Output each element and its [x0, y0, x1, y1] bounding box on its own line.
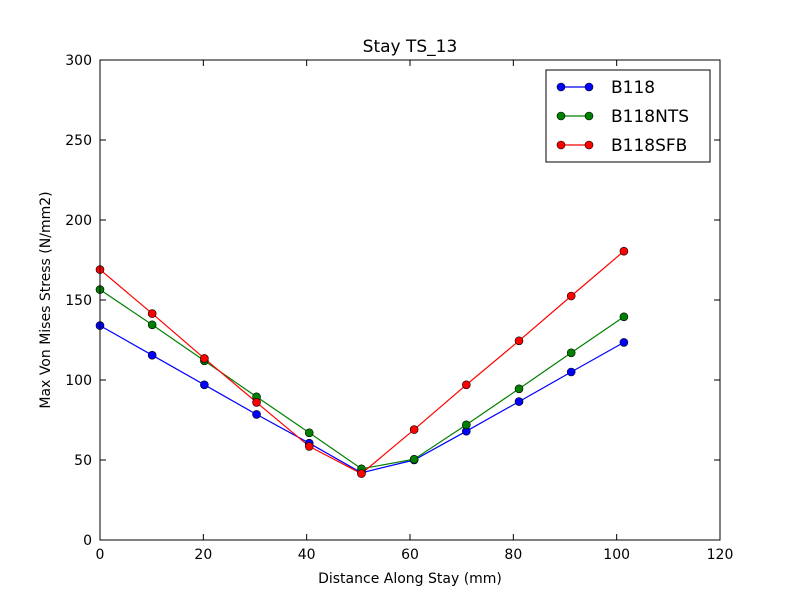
y-tick-label-3: 150 [65, 293, 92, 309]
point-B118SFB-6 [409, 425, 419, 434]
tick-labels: 0 20 40 60 80 100 120 0 50 100 150 200 250 300 [65, 53, 733, 563]
point-B118NTS-8 [514, 384, 524, 394]
point-B118-8 [514, 397, 524, 406]
point-B118SFB-4 [304, 442, 314, 451]
point-B118NTS-6 [409, 454, 419, 464]
y-tick-label-4: 200 [65, 213, 92, 229]
x-tick-label-5: 100 [603, 547, 630, 563]
point-B118-10 [619, 338, 629, 347]
legend-marker-end-B118SFB [584, 140, 594, 150]
y-tick-label-5: 250 [65, 133, 92, 149]
x-tick-label-1: 20 [194, 547, 212, 563]
chart-title: Stay TS_13 [363, 37, 458, 57]
y-tick-label-1: 50 [74, 453, 92, 469]
x-tick-label-2: 40 [298, 547, 316, 563]
series-layer [95, 246, 629, 478]
point-B118SFB-8 [514, 336, 524, 346]
legend-label-B118SFB: B118SFB [611, 136, 687, 156]
point-B118SFB-10 [619, 246, 629, 256]
x-axis-label: Distance Along Stay (mm) [318, 571, 502, 587]
point-B118-2 [200, 380, 209, 390]
x-tick-label-4: 80 [504, 547, 522, 563]
point-B118NTS-4 [304, 428, 314, 438]
plot-area-frame [99, 59, 721, 541]
point-B118NTS-7 [462, 420, 471, 430]
series-line-B118 [99, 325, 625, 474]
point-B118NTS-10 [619, 312, 629, 322]
legend-label-B118: B118 [611, 78, 655, 98]
point-B118SFB-2 [200, 354, 209, 363]
point-B118SFB-3 [252, 398, 261, 407]
point-B118SFB-9 [566, 291, 576, 301]
series-line-B118SFB [99, 250, 625, 475]
point-B118-9 [566, 367, 576, 377]
legend-label-B118NTS: B118NTS [611, 107, 689, 127]
point-B118-1 [147, 350, 157, 360]
point-B118SFB-1 [147, 309, 157, 318]
x-tick-label-3: 60 [401, 547, 419, 563]
y-tick-label-2: 100 [65, 373, 92, 389]
point-B118NTS-9 [566, 348, 576, 358]
series-line-B118NTS [99, 289, 625, 470]
legend-marker-start-B118SFB [556, 140, 566, 150]
legend: B118 B118NTS B118SFB [545, 69, 711, 163]
x-tick-label-6: 120 [707, 547, 734, 563]
point-B118SFB-7 [462, 380, 471, 390]
point-B118-3 [252, 410, 261, 419]
y-axis-label: Max Von Mises Stress (N/mm2) [38, 191, 54, 408]
legend-marker-end-B118 [584, 82, 594, 92]
legend-marker-start-B118NTS [556, 111, 566, 121]
y-tick-label-6: 300 [65, 53, 92, 69]
point-B118SFB-5 [357, 469, 366, 478]
y-tick-label-0: 0 [83, 533, 92, 549]
x-tick-label-0: 0 [96, 547, 105, 563]
legend-marker-end-B118NTS [584, 111, 594, 121]
point-B118NTS-1 [147, 320, 157, 330]
legend-marker-start-B118 [556, 82, 566, 92]
